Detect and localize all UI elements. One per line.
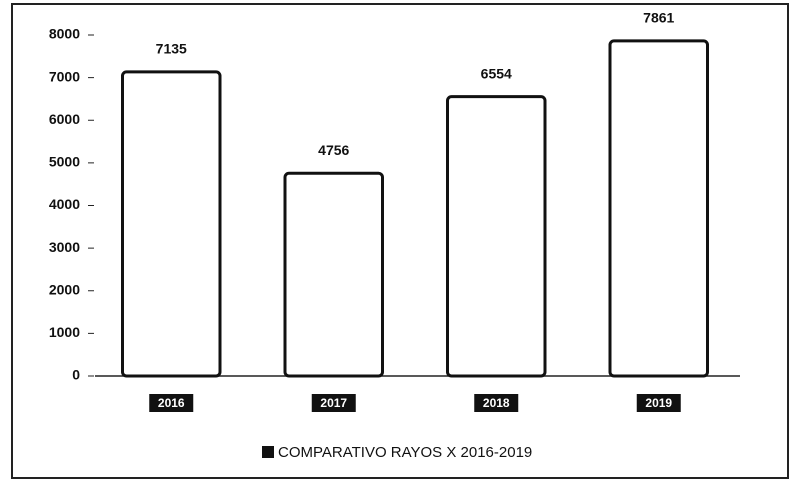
- x-tick-box: [311, 394, 356, 412]
- x-tick-box: [149, 394, 194, 412]
- data-label: 6554: [481, 65, 512, 81]
- bar: [283, 171, 384, 378]
- x-tick-box: [636, 394, 681, 412]
- data-label: 7135: [156, 41, 187, 57]
- legend-label: COMPARATIVO RAYOS X 2016-2019: [278, 444, 532, 461]
- y-tick-label: 6000: [49, 111, 80, 127]
- x-tick-label: 2019: [645, 396, 672, 410]
- x-tick-label: 2016: [158, 396, 185, 410]
- y-tick-label: 1000: [49, 324, 80, 340]
- bar: [608, 39, 709, 378]
- y-tick-label: 0: [72, 367, 80, 383]
- legend-swatch: [262, 446, 274, 458]
- x-tick-box: [474, 394, 519, 412]
- x-tick-label: 2017: [320, 396, 347, 410]
- y-tick-label: 3000: [49, 239, 80, 255]
- data-label: 7861: [643, 10, 674, 26]
- y-tick-label: 2000: [49, 281, 80, 297]
- y-tick-label: 8000: [49, 26, 80, 42]
- data-label: 4756: [318, 142, 349, 158]
- y-tick-label: 4000: [49, 196, 80, 212]
- y-tick-label: 5000: [49, 154, 80, 170]
- x-tick-label: 2018: [483, 396, 510, 410]
- y-tick-label: 7000: [49, 68, 80, 84]
- bar: [121, 70, 222, 378]
- bar: [446, 95, 547, 378]
